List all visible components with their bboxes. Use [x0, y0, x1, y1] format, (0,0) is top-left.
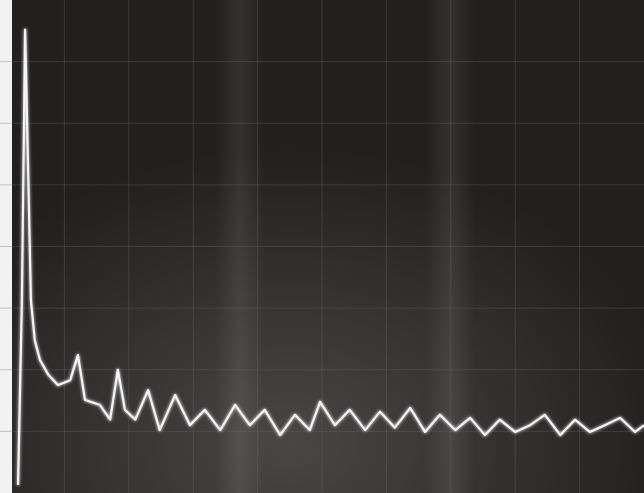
trace [16, 28, 644, 486]
bezel [0, 0, 12, 493]
glare [425, 0, 475, 493]
